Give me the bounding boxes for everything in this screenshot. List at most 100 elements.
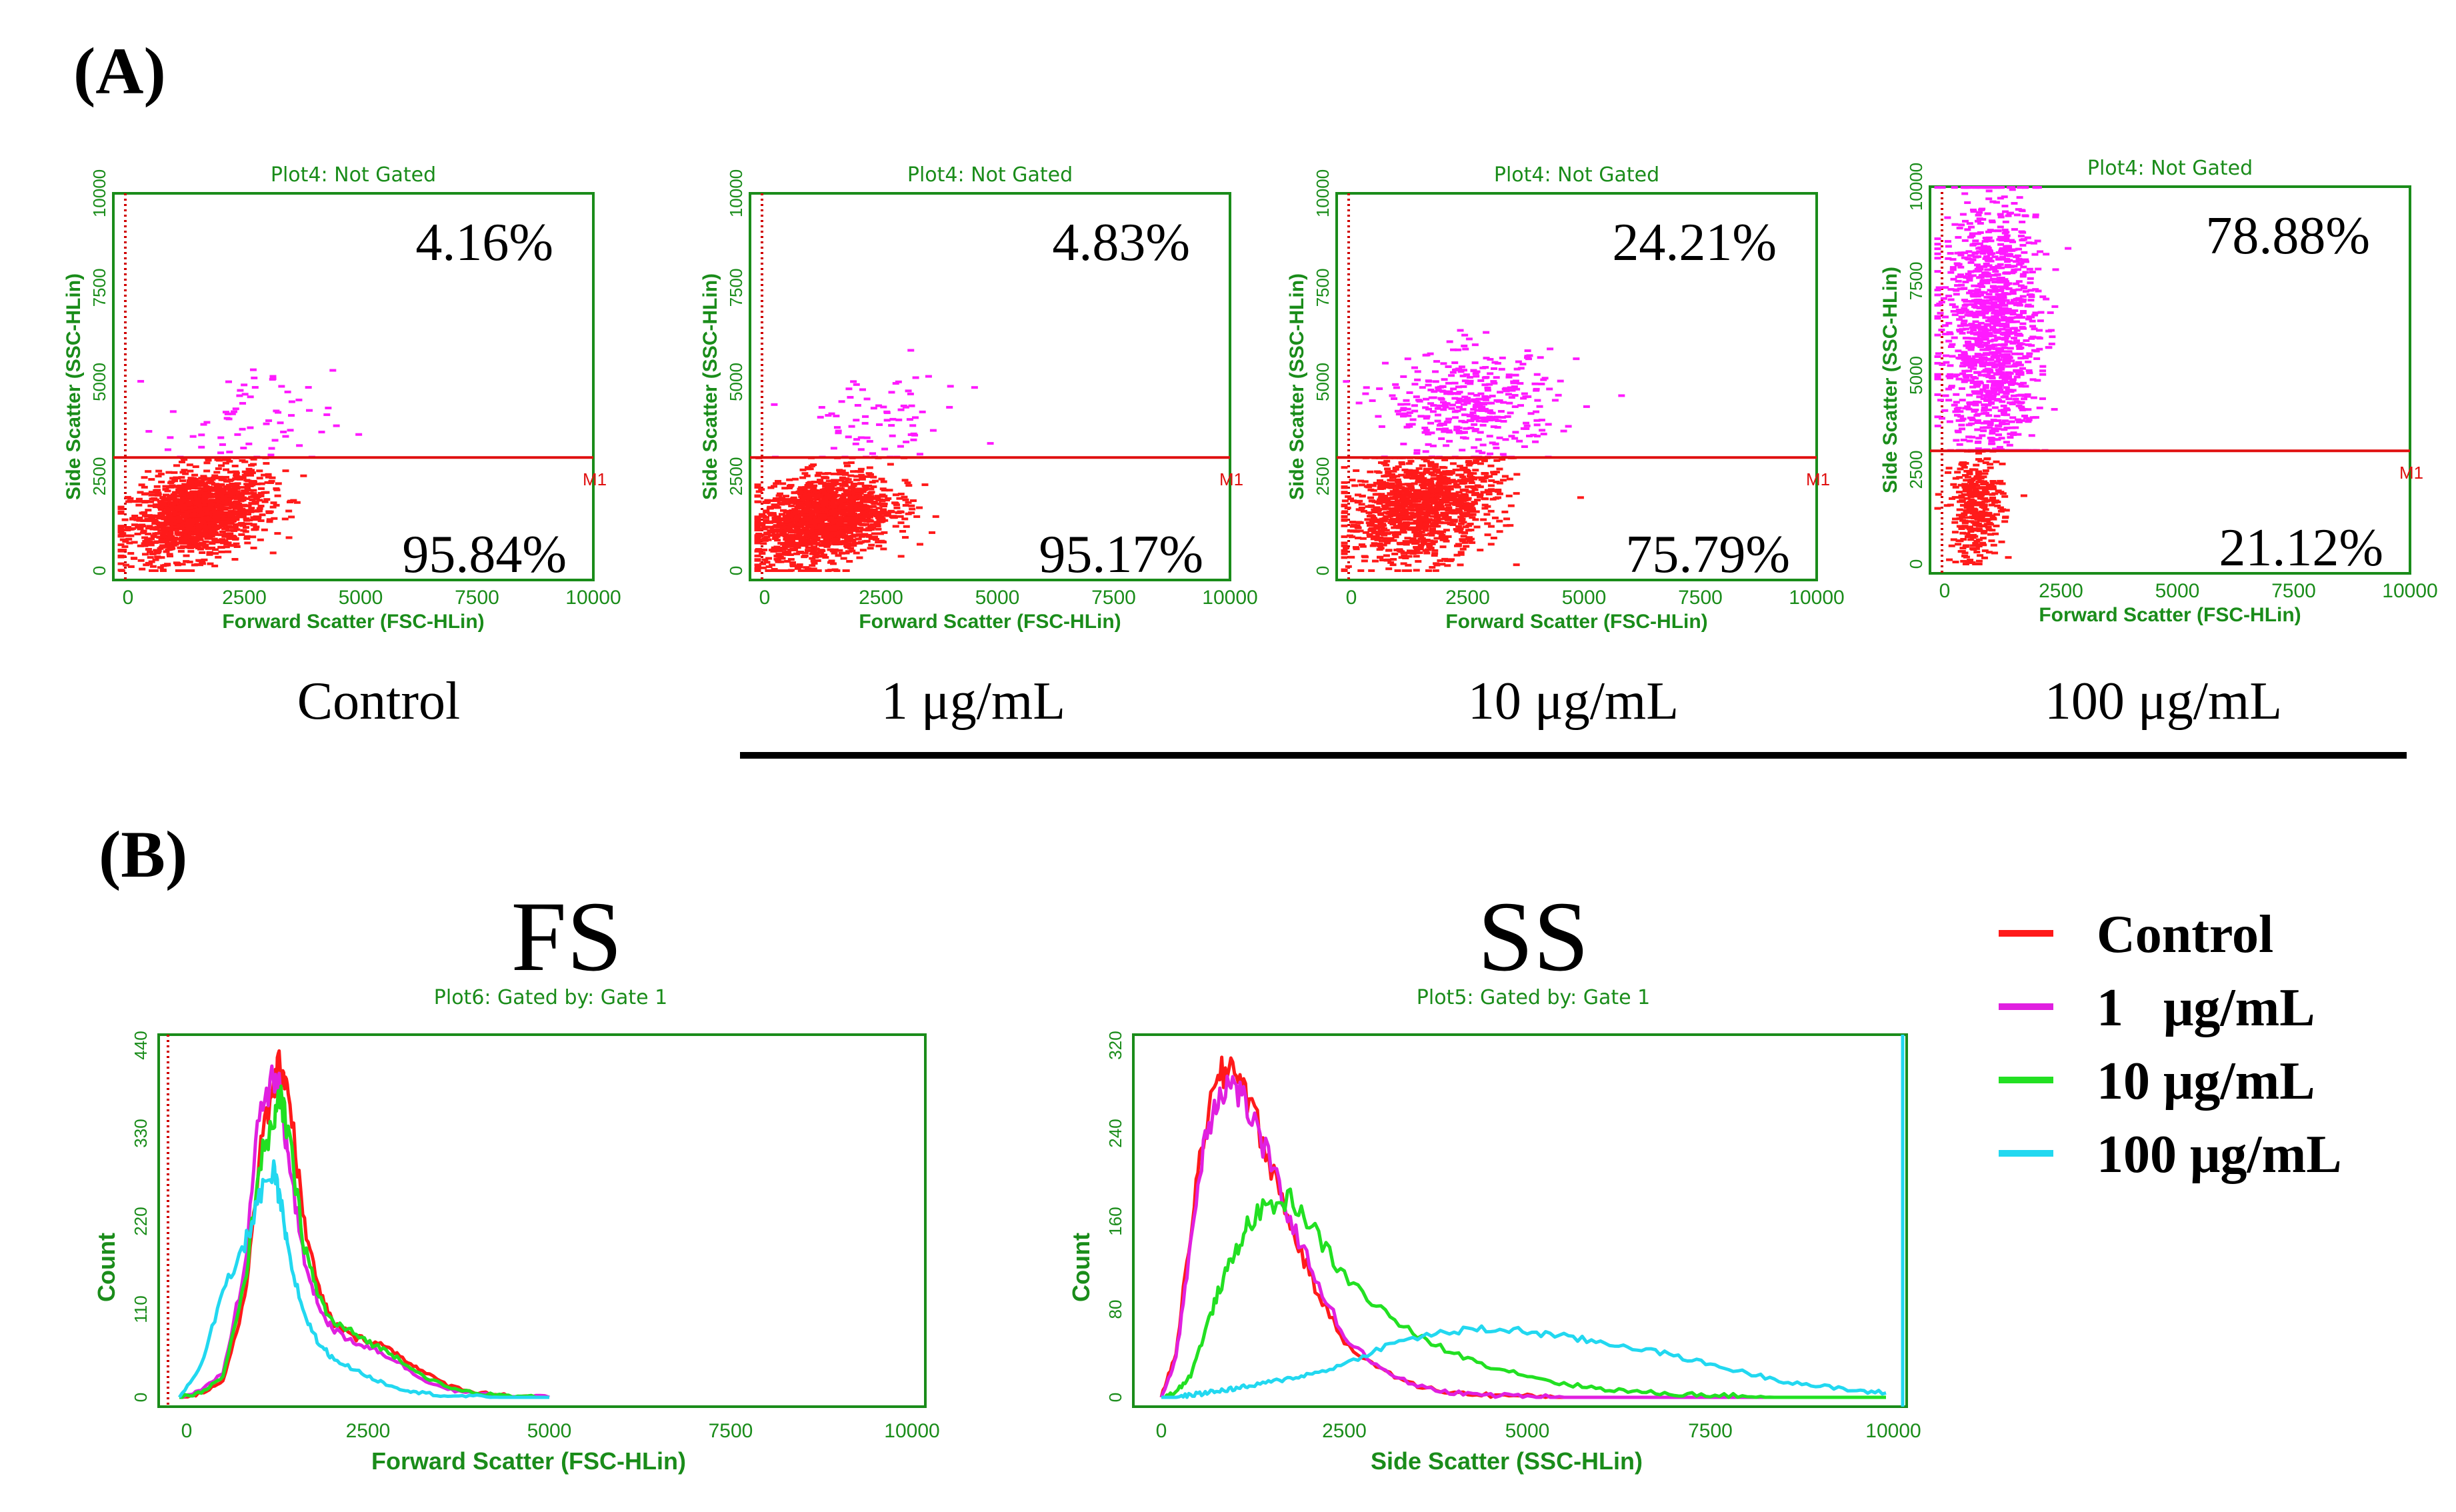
scatter-point-low (785, 487, 793, 490)
scatter-point-low (199, 543, 206, 546)
scatter-point-low (846, 527, 853, 531)
scatter-point-low (160, 527, 167, 530)
scatter-point-low (804, 483, 811, 487)
scatter-point-low (141, 544, 149, 547)
scatter-point-high (241, 393, 249, 396)
scatter-point-high (1395, 413, 1403, 416)
scatter-point-low (833, 569, 841, 572)
scatter-point-low (787, 516, 794, 519)
scatter-point-low (805, 501, 812, 505)
scatter-point-low (209, 487, 217, 491)
scatter-point-low (772, 537, 779, 541)
scatter-point-low (254, 509, 261, 513)
scatter-point-low (813, 548, 821, 551)
scatter-point-high (1411, 366, 1418, 369)
scatter-point-low (777, 555, 784, 559)
scatter-point-high (1476, 397, 1483, 401)
scatter-point-low (144, 541, 151, 545)
scatter-point-low (838, 505, 845, 508)
scatter-point-low (253, 482, 261, 485)
scatter-point-high (1445, 381, 1453, 385)
scatter-point-low (871, 479, 879, 483)
scatter-point-low (835, 535, 843, 539)
scatter-point-low (897, 493, 905, 496)
scatter-point-high (1473, 400, 1480, 403)
scatter-point-high (1522, 395, 1529, 399)
scatter-point-high (1425, 383, 1432, 387)
scatter-point-low (1358, 506, 1365, 509)
scatter-point-high (889, 434, 896, 437)
scatter-point-low (1460, 507, 1467, 510)
scatter-point-low (831, 493, 838, 496)
scatter-point-low (119, 538, 127, 541)
scatter-point-high (850, 380, 857, 383)
scatter-point-low (887, 463, 894, 466)
scatter-point-low (1484, 505, 1491, 508)
scatter-point-low (878, 517, 885, 520)
scatter-point-low (868, 537, 875, 540)
scatter-point-high (1405, 414, 1412, 417)
scatter-point-low (1398, 461, 1405, 464)
scatter-point-low (763, 521, 770, 524)
scatter-point-low (1448, 495, 1455, 499)
scatter-point-low (1453, 544, 1461, 547)
scatter-point-low (1403, 471, 1411, 474)
scatter-point-low (1391, 518, 1399, 521)
scatter-point-high (1471, 361, 1479, 365)
scatter-point-high (1494, 426, 1501, 429)
scatter-point-low (233, 497, 241, 501)
scatter-point-high (1472, 372, 1479, 375)
scatter-point-low (241, 510, 248, 513)
scatter-point-high (1467, 392, 1475, 395)
scatter-point-low (1389, 473, 1396, 477)
scatter-point-low (1496, 467, 1503, 471)
scatter-point-low (1341, 556, 1348, 559)
scatter-point-low (822, 556, 829, 559)
scatter-point-low (250, 523, 257, 527)
scatter-point-low (221, 501, 229, 505)
scatter-point-low (1506, 477, 1513, 481)
scatter-point-high (1422, 450, 1429, 453)
scatter-point-low (1431, 509, 1438, 513)
scatter-point-low (139, 567, 146, 571)
scatter-point-high (1473, 403, 1480, 407)
scatter-point-low (190, 495, 197, 499)
scatter-point-low (840, 557, 847, 560)
scatter-point-low (1443, 539, 1450, 543)
scatter-point-low (249, 535, 257, 539)
y-tick-label: 7500 (89, 269, 109, 307)
scatter-point-low (232, 493, 239, 496)
scatter-point-low (837, 487, 844, 490)
scatter-point-low (1409, 551, 1417, 555)
scatter-point-high (1455, 429, 1463, 433)
scatter-point-low (186, 479, 193, 483)
scatter-point-low (1357, 569, 1365, 572)
scatter-point-low (817, 516, 825, 519)
scatter-point-high (987, 442, 994, 445)
scatter-point-low (783, 569, 791, 572)
scatter-point-high (1389, 394, 1396, 397)
scatter-point-low (1370, 524, 1377, 527)
scatter-point-low (1401, 527, 1409, 530)
scatter-point-low (171, 479, 179, 483)
scatter-point-low (1385, 567, 1393, 571)
scatter-point-low (225, 550, 232, 553)
scatter-point-low (1427, 464, 1435, 467)
scatter-point-high (329, 369, 337, 372)
scatter-point-low (183, 554, 190, 557)
scatter-point-high (323, 413, 331, 417)
scatter-point-low (807, 492, 815, 495)
scatter-point-low (226, 522, 233, 525)
scatter-point-low (1445, 506, 1453, 509)
scatter-point-high (869, 452, 877, 455)
scatter-point-low (1443, 479, 1450, 482)
scatter-point-high (1446, 340, 1453, 343)
scatter-point-high (1423, 415, 1431, 418)
scatter-point-low (133, 518, 141, 521)
scatter-point-low (865, 499, 872, 503)
scatter-point-low (1353, 469, 1360, 472)
scatter-point-low (117, 511, 125, 514)
scatter-point-low (1357, 479, 1365, 483)
scatter-point-low (1377, 513, 1385, 516)
